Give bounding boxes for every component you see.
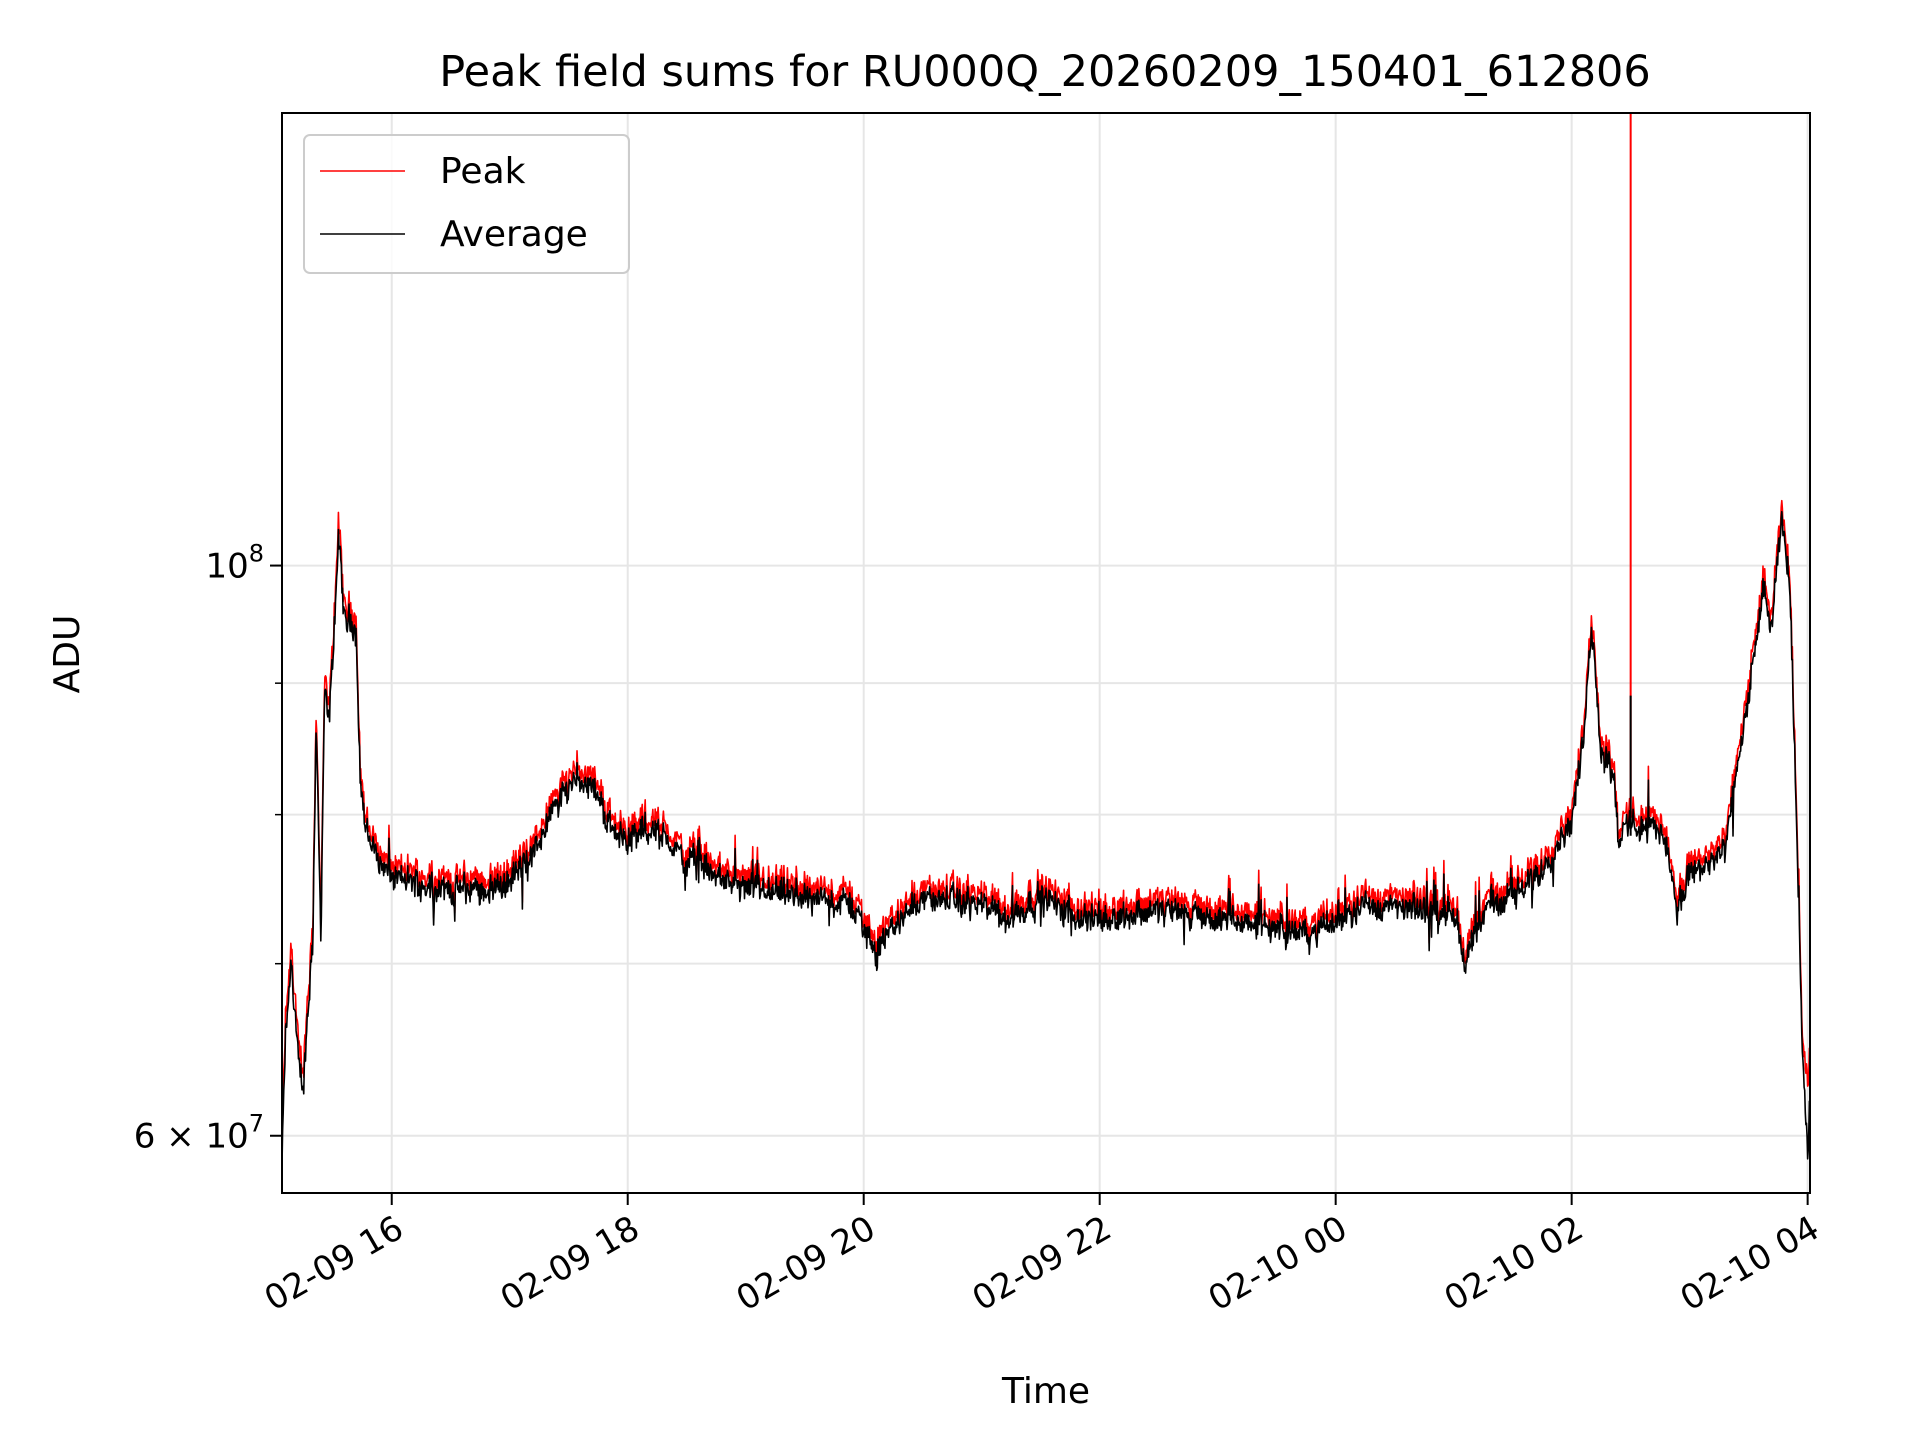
legend: Peak Average	[303, 134, 630, 274]
y-tick-label-base-0: 6 × 10	[134, 1117, 249, 1157]
series-lines	[281, 113, 1811, 1166]
y-tick-label-0: 6 × 107	[134, 1110, 264, 1157]
series-line-peak	[281, 499, 1811, 1147]
y-axis-ticks: 6 × 107 108	[134, 540, 282, 1157]
y-axis-label: ADU	[47, 615, 88, 694]
y-tick-label-exponent-1: 8	[249, 540, 264, 568]
chart-title: Peak field sums for RU000Q_20260209_1504…	[439, 47, 1651, 97]
plot-frame	[281, 112, 1811, 1194]
series-line-average	[281, 510, 1811, 1166]
legend-label-average: Average	[440, 214, 588, 255]
legend-box	[303, 134, 630, 274]
y-tick-label-base-1: 10	[205, 547, 248, 587]
x-axis-label: Time	[1001, 1371, 1090, 1412]
legend-label-peak: Peak	[440, 151, 526, 192]
y-tick-label-1: 108	[205, 540, 264, 587]
grid-lines	[282, 113, 1810, 1193]
y-tick-label-exponent-0: 7	[249, 1110, 264, 1138]
